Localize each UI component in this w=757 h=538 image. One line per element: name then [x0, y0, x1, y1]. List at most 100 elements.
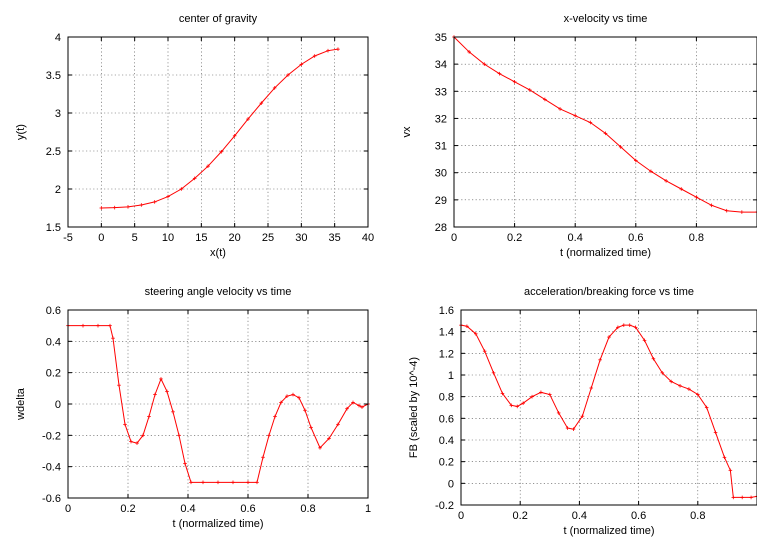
y-tick-label: 3 — [55, 108, 61, 120]
data-point — [724, 208, 729, 213]
data-point — [627, 323, 632, 327]
data-point — [206, 164, 210, 168]
data-point — [129, 439, 133, 444]
y-tick-label: 29 — [435, 195, 447, 207]
data-point — [231, 480, 235, 485]
data-point — [527, 88, 532, 92]
x-tick-label: 5 — [132, 232, 138, 244]
data-point — [285, 394, 289, 398]
data-point — [273, 414, 277, 419]
y-axis-label: y(t) — [15, 124, 27, 140]
data-point — [327, 436, 331, 441]
data-point — [565, 426, 570, 430]
x-tick-label: 1 — [365, 503, 371, 515]
y-tick-label: 3.5 — [46, 70, 61, 82]
data-point — [267, 433, 271, 438]
y-tick-label: 0.8 — [439, 392, 454, 404]
data-point — [500, 391, 505, 396]
data-point — [642, 338, 647, 343]
data-point — [147, 414, 151, 419]
data-point — [556, 411, 561, 415]
data-point — [286, 73, 290, 77]
data-point — [177, 433, 181, 438]
data-point — [111, 336, 115, 340]
data-point — [309, 425, 313, 430]
data-point — [139, 203, 144, 207]
y-tick-label: 35 — [435, 32, 447, 44]
chart-title: center of gravity — [179, 13, 258, 25]
x-tick-label: 0.8 — [690, 510, 705, 522]
data-point — [219, 149, 224, 154]
data-point — [618, 145, 623, 149]
x-tick-label: 0.6 — [628, 232, 643, 244]
x-tick-label: 35 — [329, 232, 341, 244]
data-point — [491, 371, 496, 375]
data-point — [530, 394, 534, 399]
data-point — [679, 187, 684, 191]
data-point — [336, 422, 340, 427]
data-point — [571, 427, 576, 431]
y-tick-label: -0.2 — [435, 500, 454, 512]
data-point — [279, 400, 283, 405]
y-axis-label: vx — [401, 126, 413, 138]
y-tick-label: 1.2 — [439, 348, 454, 360]
data-point — [259, 101, 264, 105]
data-point — [189, 480, 193, 485]
y-tick-label: 1 — [448, 370, 454, 382]
data-point — [246, 117, 250, 121]
data-point — [709, 203, 714, 208]
x-tick-label: 0 — [458, 510, 464, 522]
data-point — [694, 195, 699, 199]
y-tick-label: 31 — [435, 141, 447, 153]
chart-title: steering angle velocity vs time — [145, 286, 292, 298]
y-tick-label: 34 — [435, 59, 447, 71]
data-point — [696, 392, 700, 397]
y-axis-label: wdelta — [15, 387, 27, 421]
x-axis-label: t (normalized time) — [560, 247, 651, 259]
data-point — [558, 107, 562, 111]
data-point — [651, 356, 656, 361]
x-tick-label: 0.6 — [631, 510, 646, 522]
data-point — [117, 383, 121, 387]
y-tick-label: 0.6 — [46, 305, 61, 317]
data-point — [598, 358, 602, 362]
data-point — [588, 120, 593, 125]
data-point — [360, 405, 364, 409]
x-tick-label: 0.4 — [568, 232, 583, 244]
data-point — [660, 371, 665, 375]
data-point — [153, 392, 157, 397]
plot-steering-angle-velocity-vs-time: 0 0.2 0.4 0.6 0.8 1 -0.6 -0.4 -0.2 0 0.2 0.4 0.6 stee… — [15, 286, 371, 530]
data-point — [192, 176, 197, 181]
x-tick-label: 0 — [65, 503, 71, 515]
plot-frame — [67, 36, 369, 228]
data-point — [357, 403, 361, 408]
x-tick-label: 0.8 — [300, 503, 315, 515]
data-point — [465, 324, 469, 329]
data-point — [573, 113, 577, 118]
data-point — [299, 62, 304, 67]
data-point — [165, 389, 169, 394]
plot-frame — [460, 309, 757, 506]
series-line — [460, 324, 757, 498]
y-tick-label: 32 — [435, 113, 447, 125]
data-point — [135, 441, 139, 445]
data-point — [261, 455, 265, 460]
y-tick-label: 30 — [435, 168, 447, 180]
data-point — [297, 395, 301, 400]
x-tick-label: 0.4 — [180, 503, 195, 515]
data-point — [312, 54, 317, 58]
x-axis-label: t (normalized time) — [563, 525, 654, 537]
y-tick-label: 2 — [55, 184, 61, 196]
data-point — [512, 79, 517, 84]
data-point — [482, 349, 487, 353]
data-point — [543, 97, 547, 102]
y-tick-label: 28 — [435, 222, 447, 234]
data-point — [515, 404, 520, 409]
data-point — [291, 392, 295, 397]
data-point — [123, 422, 127, 427]
chart-title: acceleration/breaking force vs time — [524, 286, 694, 298]
data-point — [255, 480, 259, 485]
data-point — [589, 386, 594, 390]
data-point — [740, 495, 744, 500]
x-tick-label: -5 — [63, 232, 73, 244]
